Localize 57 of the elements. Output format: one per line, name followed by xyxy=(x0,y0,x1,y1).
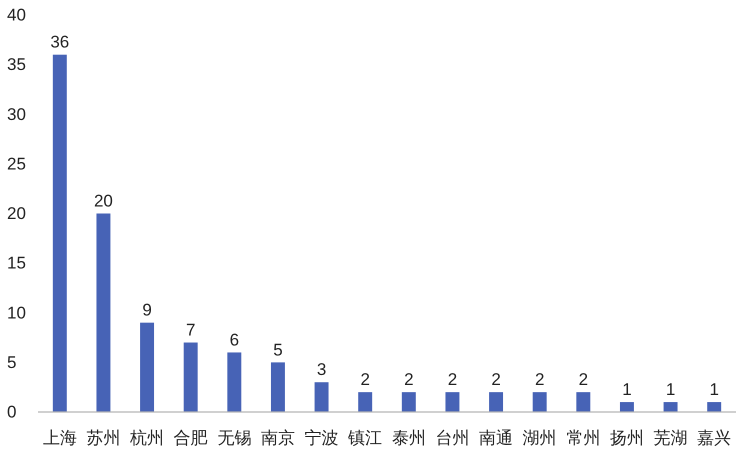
x-tick-label: 芜湖 xyxy=(654,428,688,448)
x-tick-label: 泰州 xyxy=(392,428,426,448)
x-tick-label: 南通 xyxy=(479,428,514,448)
x-tick-label: 合肥 xyxy=(174,428,208,448)
bar xyxy=(358,392,372,412)
bar xyxy=(314,382,329,412)
bar xyxy=(227,352,242,412)
data-label: 2 xyxy=(404,370,414,390)
bar xyxy=(489,392,504,412)
y-tick-label: 0 xyxy=(7,402,16,422)
bar xyxy=(52,54,67,412)
bar xyxy=(532,392,547,412)
x-tick-label: 南京 xyxy=(260,428,295,448)
data-label: 36 xyxy=(50,32,70,52)
y-tick-label: 10 xyxy=(7,303,26,322)
data-label: 2 xyxy=(448,370,458,390)
data-label: 20 xyxy=(94,192,113,210)
x-tick-label: 嘉兴 xyxy=(697,428,732,448)
x-tick-label: 宁波 xyxy=(304,428,339,448)
bar xyxy=(402,392,416,412)
x-tick-label: 湖州 xyxy=(522,428,557,448)
x-tick-label: 苏州 xyxy=(86,428,120,448)
y-tick-label: 30 xyxy=(7,104,26,124)
bar xyxy=(620,402,634,412)
data-label: 5 xyxy=(273,340,283,360)
x-tick-label: 扬州 xyxy=(610,428,644,448)
bar xyxy=(664,402,678,412)
data-label: 3 xyxy=(316,360,326,380)
data-label: 6 xyxy=(230,330,240,350)
x-tick-label: 常州 xyxy=(566,428,600,448)
bar xyxy=(445,392,460,412)
bar xyxy=(140,322,154,412)
x-tick-label: 上海 xyxy=(42,428,77,448)
bar xyxy=(96,214,110,412)
data-label: 1 xyxy=(666,380,676,400)
y-tick-label: 35 xyxy=(7,55,26,74)
y-tick-label: 20 xyxy=(7,204,26,223)
y-tick-label: 40 xyxy=(7,6,26,24)
y-tick-label: 25 xyxy=(7,154,26,174)
data-label: 2 xyxy=(534,370,544,390)
y-tick-label: 15 xyxy=(7,254,26,273)
data-label: 1 xyxy=(622,380,632,400)
bar xyxy=(707,402,722,412)
data-label: 1 xyxy=(709,380,719,400)
x-tick-label: 无锡 xyxy=(217,428,252,448)
data-label: 2 xyxy=(578,370,588,390)
y-tick-label: 5 xyxy=(7,352,16,372)
bar xyxy=(576,392,590,412)
x-tick-label: 杭州 xyxy=(129,428,164,448)
x-tick-label: 镇江 xyxy=(347,428,382,448)
data-label: 2 xyxy=(491,370,501,390)
x-tick-label: 台州 xyxy=(435,428,470,448)
data-label: 9 xyxy=(142,300,152,320)
data-label: 2 xyxy=(360,370,370,390)
data-label: 7 xyxy=(186,320,196,340)
bar xyxy=(270,362,285,412)
bar xyxy=(184,342,198,412)
